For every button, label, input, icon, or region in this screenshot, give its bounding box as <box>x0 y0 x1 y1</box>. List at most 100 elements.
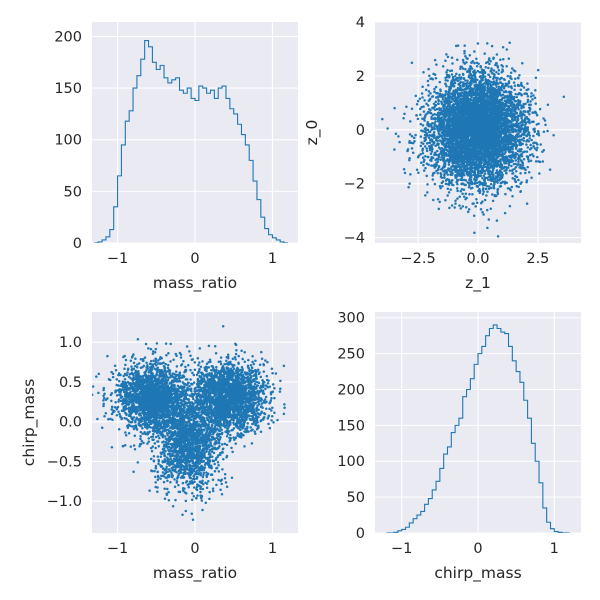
scatter-point <box>447 183 451 186</box>
scatter-point <box>486 178 490 181</box>
scatter-point <box>508 146 512 149</box>
scatter-point <box>440 146 444 150</box>
scatter-point <box>542 117 545 120</box>
scatter-point <box>482 213 485 216</box>
scatter-point <box>426 183 429 186</box>
scatter-point <box>428 98 431 102</box>
scatter-point <box>429 108 432 112</box>
scatter-point <box>487 172 490 176</box>
scatter-point <box>436 149 439 153</box>
scatter-point <box>515 95 518 99</box>
scatter-point <box>494 100 498 103</box>
scatter-point <box>476 83 479 87</box>
scatter-point <box>529 143 532 147</box>
scatter-point <box>439 158 442 162</box>
scatter-point <box>513 70 517 73</box>
scatter-point <box>461 192 464 196</box>
scatter-point <box>458 204 461 207</box>
scatter-point <box>455 187 459 190</box>
scatter-point <box>499 185 503 188</box>
scatter-point <box>456 189 459 193</box>
scatter-point <box>513 178 516 181</box>
scatter-point <box>451 183 454 187</box>
scatter-point <box>439 175 443 179</box>
scatter-point <box>429 92 432 95</box>
scatter-point <box>474 205 477 208</box>
scatter-point <box>423 99 426 102</box>
scatter-point <box>459 67 462 71</box>
scatter-point <box>459 207 463 210</box>
scatter-point <box>519 114 523 117</box>
scatter-point <box>525 115 528 119</box>
scatter-point <box>532 145 535 148</box>
scatter-point <box>499 173 503 177</box>
scatter-point <box>530 146 533 150</box>
scatter-point <box>427 163 430 167</box>
scatter-point <box>476 69 480 73</box>
scatter-point <box>534 102 537 105</box>
scatter-point <box>453 121 456 124</box>
scatter-point <box>479 65 482 68</box>
scatter-point <box>514 140 518 144</box>
scatter-point <box>517 92 521 95</box>
scatter-point <box>492 72 495 76</box>
scatter-point <box>487 169 490 173</box>
scatter-point <box>507 57 511 60</box>
scatter-point <box>510 77 513 81</box>
scatter-point <box>453 132 457 135</box>
scatter-point <box>441 143 444 146</box>
scatter-point <box>437 164 441 168</box>
scatter-point <box>515 143 518 147</box>
scatter-point <box>535 132 539 136</box>
scatter-point <box>414 94 418 98</box>
scatter-point <box>527 140 531 143</box>
scatter-point <box>528 153 532 157</box>
scatter-point <box>533 127 536 130</box>
scatter-point <box>397 135 400 138</box>
scatter-point <box>487 58 491 62</box>
scatter-point <box>480 161 483 165</box>
scatter-point <box>525 202 529 205</box>
scatter-point <box>505 65 508 68</box>
scatter-point <box>421 152 425 155</box>
scatter-point <box>532 94 535 97</box>
scatter-point <box>393 148 396 151</box>
scatter-point <box>536 130 540 133</box>
scatter-point <box>513 84 517 87</box>
scatter-point <box>509 131 512 134</box>
scatter-point <box>459 178 462 182</box>
scatter-point <box>479 169 482 173</box>
scatter-point <box>469 187 473 190</box>
scatter-point <box>443 169 447 172</box>
scatter-point <box>479 71 483 74</box>
x-axis-label: z_1 <box>465 274 491 293</box>
scatter-point <box>445 144 448 148</box>
scatter-point <box>484 187 488 191</box>
scatter-point <box>421 96 424 99</box>
scatter-point <box>514 170 518 173</box>
scatter-point <box>534 160 538 163</box>
scatter-point <box>460 188 464 191</box>
scatter-point <box>536 155 539 159</box>
scatter-point <box>430 77 433 80</box>
scatter-point <box>456 79 459 83</box>
scatter-point <box>464 192 468 195</box>
scatter-point <box>421 156 425 159</box>
scatter-point <box>529 95 533 98</box>
scatter-point <box>446 187 450 190</box>
scatter-point <box>490 171 493 174</box>
scatter-point <box>412 136 416 140</box>
scatter-point <box>408 156 411 160</box>
scatter-point <box>470 157 473 161</box>
scatter-point <box>486 84 490 88</box>
scatter-point <box>436 171 440 175</box>
scatter-point <box>428 148 432 152</box>
scatter-point <box>475 181 479 185</box>
scatter-point <box>456 58 459 61</box>
scatter-point <box>515 124 518 128</box>
scatter-point <box>463 52 466 55</box>
scatter-point <box>531 153 534 156</box>
scatter-point <box>486 226 489 230</box>
scatter-point <box>491 168 495 172</box>
